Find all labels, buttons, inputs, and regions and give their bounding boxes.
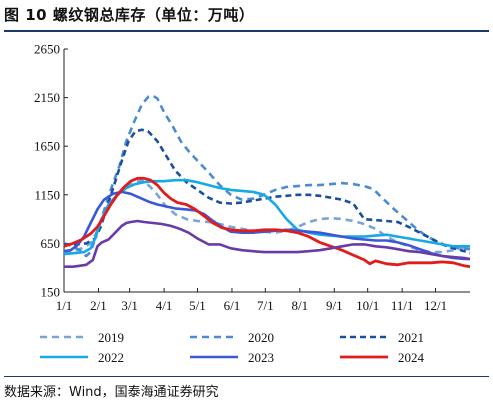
source-divider (4, 376, 489, 377)
x-tick-label: 7/1 (257, 298, 274, 313)
title-divider (4, 30, 489, 32)
series-line-2024 (63, 176, 471, 269)
y-tick-label: 650 (41, 236, 61, 251)
series-line-2020 (63, 94, 471, 258)
chart-axes: 150 650 1150 1650 2150 2650 1/1 2/1 3/1 4/1 5/1 6/1… (34, 42, 470, 313)
chart-plot-area (63, 94, 471, 269)
y-tick-label: 150 (41, 285, 61, 300)
x-tick-label: 9/1 (326, 298, 343, 313)
legend-label-2019: 2019 (98, 330, 124, 345)
x-tick-label: 1/1 (56, 298, 73, 313)
x-tick-label: 5/1 (189, 298, 206, 313)
x-tick-label: 6/1 (224, 298, 241, 313)
legend-label-2023: 2023 (248, 350, 274, 365)
y-tick-label: 2650 (34, 42, 60, 57)
x-tick-label: 10/1 (356, 298, 379, 313)
series-line-2021 (64, 128, 471, 255)
legend-label-2021: 2021 (398, 330, 424, 345)
y-tick-label: 2150 (34, 90, 60, 105)
chart-legend: 2019 2020 2021 2022 2023 2024 (40, 330, 425, 365)
chart-title: 图 10 螺纹钢总库存（单位：万吨） (4, 6, 255, 24)
series-line-2023 (63, 190, 470, 261)
x-tick-label: 4/1 (156, 298, 173, 313)
x-tick-label: 12/1 (424, 298, 447, 313)
legend-label-2022: 2022 (98, 350, 124, 365)
x-tick-label: 11/1 (391, 298, 414, 313)
x-tick-label: 3/1 (121, 298, 138, 313)
series-line-unlabeled-6 (64, 219, 471, 269)
x-tick-label: 2/1 (90, 298, 107, 313)
legend-label-2020: 2020 (248, 330, 274, 345)
y-tick-label: 1650 (34, 139, 60, 154)
y-tick-label: 1150 (34, 187, 60, 202)
series-line-2019 (63, 178, 471, 254)
legend-label-2024: 2024 (398, 350, 425, 365)
source-note: 数据来源：Wind，国泰海通证券研究 (4, 385, 219, 400)
x-tick-label: 8/1 (292, 298, 309, 313)
